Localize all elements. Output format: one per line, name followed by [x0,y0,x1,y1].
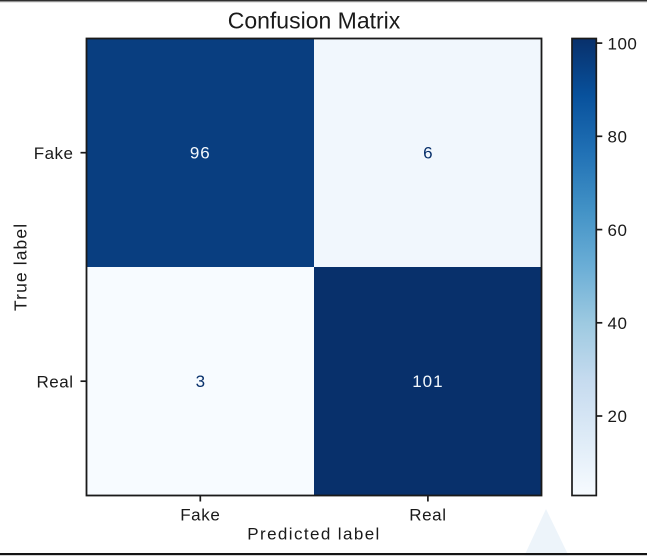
svg-text:100: 100 [608,34,638,53]
svg-text:6: 6 [423,144,432,163]
svg-text:Predicted label: Predicted label [247,525,380,544]
svg-text:60: 60 [608,221,628,240]
svg-text:Fake: Fake [34,144,74,163]
svg-text:40: 40 [608,314,628,333]
svg-text:80: 80 [608,128,628,147]
svg-text:Real: Real [409,505,446,524]
svg-text:Confusion Matrix: Confusion Matrix [228,8,401,34]
svg-text:Fake: Fake [180,505,220,524]
svg-text:20: 20 [608,407,628,426]
svg-text:101: 101 [412,372,443,391]
svg-text:96: 96 [190,144,211,163]
svg-text:True label: True label [11,223,31,311]
svg-text:Real: Real [37,372,74,391]
svg-text:3: 3 [196,372,205,391]
